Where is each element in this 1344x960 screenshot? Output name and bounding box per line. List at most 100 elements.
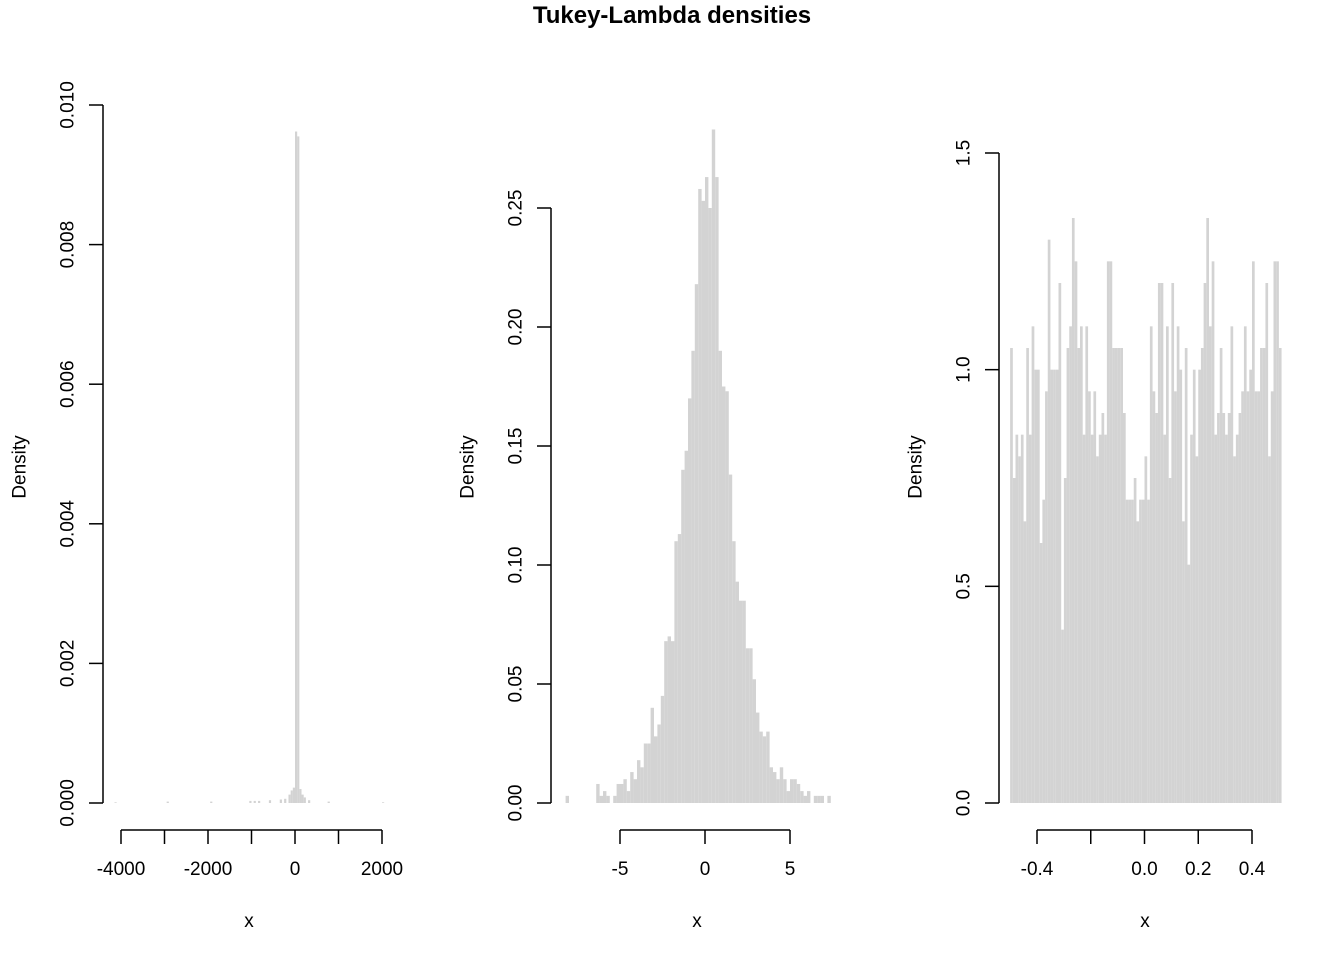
histogram-bar [793, 779, 797, 803]
histogram-bar [701, 200, 705, 804]
histogram-bar [1090, 434, 1094, 803]
histogram-bar [258, 800, 261, 803]
histogram-bar [290, 790, 293, 803]
y-axis-title: Density [458, 435, 479, 499]
histogram-bar [1141, 499, 1145, 803]
histogram-bar [1198, 369, 1201, 803]
histogram-bar [1047, 239, 1051, 804]
y-axis-title: Density [906, 435, 927, 499]
histogram-bar [1278, 348, 1282, 803]
histogram-bar [715, 177, 719, 803]
histogram-bar [1209, 326, 1212, 803]
histogram-bar [1238, 413, 1242, 803]
histogram-bar [1082, 434, 1086, 803]
histogram-bar [1184, 348, 1188, 803]
histogram-bar [1147, 499, 1150, 803]
histogram-bar [725, 391, 729, 803]
histogram-bar [1128, 499, 1132, 803]
histogram-bar [292, 787, 295, 803]
histogram-bar [1155, 413, 1158, 803]
y-tick-label: 1.5 [954, 140, 975, 166]
histogram-bar [796, 783, 801, 803]
histogram-bar [1045, 391, 1048, 803]
histogram-bar [1211, 261, 1215, 804]
histogram-bar [735, 581, 739, 803]
histogram-bar [382, 802, 385, 803]
y-tick-label: 0.008 [58, 221, 79, 269]
x-tick-label: -5 [612, 859, 629, 880]
histogram-bar [1042, 499, 1046, 803]
histogram-bar [1136, 521, 1140, 803]
histogram-bar [1050, 369, 1054, 803]
histogram-bar [813, 795, 818, 803]
histogram-bar [603, 791, 607, 803]
histogram-bar [790, 779, 794, 803]
histogram-bar [1241, 391, 1244, 803]
histogram-bar [762, 736, 767, 803]
histogram-bar [711, 129, 716, 803]
histogram-bar [1133, 478, 1137, 803]
y-tick-label: 0.25 [506, 190, 527, 227]
histogram-bar [114, 802, 117, 803]
histogram-bar [1254, 391, 1258, 803]
histogram-bar [284, 798, 287, 803]
y-tick-label: 0.5 [954, 573, 975, 599]
y-tick-label: 0.15 [506, 428, 527, 465]
histogram-bar [1053, 369, 1056, 803]
y-tick-label: 0.006 [58, 360, 79, 408]
histogram-bar [671, 641, 675, 803]
histogram-bar [756, 712, 760, 803]
histogram-bar [1031, 326, 1035, 803]
histogram-bar [728, 474, 733, 803]
histogram-bar [691, 350, 695, 803]
histogram-bar [565, 795, 569, 803]
histogram-bar [1088, 391, 1091, 803]
histogram-bar [708, 208, 712, 803]
histogram-bar [1225, 434, 1228, 803]
histogram-bar [630, 772, 634, 803]
histogram-bar [1104, 434, 1107, 803]
x-axis-title: x [244, 911, 254, 932]
histogram-bar [1039, 543, 1043, 803]
histogram-bar [1026, 348, 1029, 803]
histogram-bar [301, 794, 304, 803]
histogram-bar [1080, 326, 1083, 803]
histogram-bar [1023, 521, 1027, 803]
x-tick-label: 0.4 [1239, 859, 1266, 880]
x-tick-label: 0 [700, 859, 711, 880]
histogram-bar [1139, 499, 1142, 803]
x-axis-title: x [692, 911, 702, 932]
x-tick-label: -4000 [97, 859, 146, 880]
histogram-bar [1200, 348, 1204, 803]
histogram-bar [1157, 283, 1161, 803]
histogram-bar [1093, 391, 1097, 803]
histogram-bar [817, 795, 821, 803]
histogram-bar [1144, 456, 1148, 803]
histogram-bar [1190, 434, 1193, 803]
histogram-bar [210, 801, 213, 803]
histogram-bar [1096, 456, 1099, 803]
histogram-bar [1171, 283, 1175, 803]
histogram-bar [1069, 326, 1072, 803]
histogram-bar [759, 731, 763, 803]
histogram-bar [613, 795, 617, 803]
histogram-bar [1077, 348, 1080, 803]
histogram-bar [643, 743, 648, 803]
histogram-bar [623, 779, 627, 803]
y-tick-label: 0.20 [506, 309, 527, 346]
histogram-bar [1163, 434, 1166, 803]
x-tick-label: -0.4 [1021, 859, 1054, 880]
histogram-bar [166, 801, 169, 803]
y-tick-label: 0.010 [58, 81, 79, 129]
histogram-bar [1101, 413, 1105, 803]
histogram-bar [752, 679, 756, 803]
histogram-bar [606, 795, 610, 803]
histogram-bar [807, 791, 811, 803]
y-tick-label: 0.00 [506, 785, 527, 822]
histogram-bar [1233, 456, 1236, 803]
histogram-bar [1112, 348, 1115, 803]
histogram-bar [1106, 261, 1110, 804]
histogram-bar [1018, 456, 1021, 803]
histogram-bar [677, 534, 682, 803]
